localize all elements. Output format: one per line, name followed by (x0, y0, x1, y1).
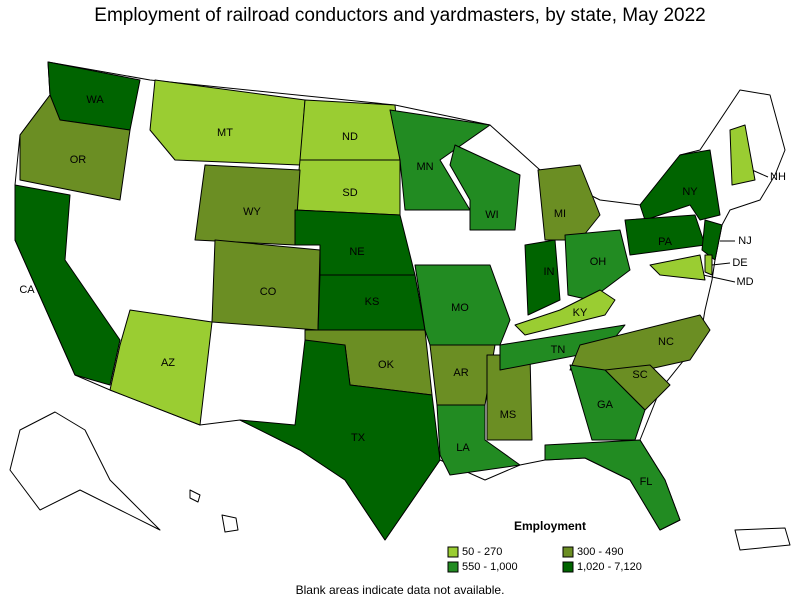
legend-swatch (562, 561, 574, 573)
state-label: MN (416, 161, 433, 173)
state-label: MO (451, 302, 469, 314)
hawaii (221, 514, 239, 533)
state (537, 164, 601, 241)
state-label: NH (770, 171, 786, 183)
state-label: OR (70, 154, 87, 166)
legend: 50 - 270 300 - 490 550 - 1,000 1,020 - 7,12… (447, 546, 642, 573)
legend-label: 1,020 - 7,120 (577, 561, 642, 573)
legend-label: 300 - 490 (577, 546, 623, 558)
state-label: NC (658, 336, 674, 348)
state-label: NY (682, 186, 698, 198)
state-label: MI (554, 208, 566, 220)
state (14, 184, 121, 386)
states: WA OR CA MT ND SD WY NE CO KS AZ OK TX MN WI MO AR LA MS MI… (14, 61, 786, 541)
state (449, 144, 521, 231)
legend-label: 50 - 270 (462, 546, 502, 558)
state-label: TX (351, 432, 366, 444)
state (729, 124, 756, 186)
state-label: MD (736, 276, 753, 288)
state (544, 439, 681, 531)
state-label: DE (732, 257, 747, 269)
state-label: AZ (161, 357, 175, 369)
legend-label: 550 - 1,000 (462, 561, 518, 573)
legend-swatch (447, 546, 459, 558)
legend-title: Employment (514, 519, 586, 533)
state-label: MS (500, 409, 517, 421)
state-label: IN (544, 266, 555, 278)
state (569, 364, 646, 441)
state (701, 219, 723, 261)
state (569, 314, 711, 371)
state-label: AR (453, 367, 468, 379)
leader-line (711, 262, 731, 266)
map-title: Employment of railroad conductors and ya… (94, 5, 705, 26)
state-label: CA (19, 284, 35, 296)
note: Blank areas indicate data not available. (296, 583, 505, 597)
puerto-rico (734, 527, 791, 551)
legend-swatch (447, 561, 459, 573)
state (649, 254, 706, 281)
state-label: FL (640, 476, 653, 488)
state-label: WY (243, 206, 261, 218)
state (564, 229, 631, 301)
state-label: WI (485, 209, 498, 221)
state-label: KS (365, 296, 380, 308)
state-label: PA (658, 236, 673, 248)
state-label: TN (551, 344, 566, 356)
state (436, 404, 521, 476)
state-label: CO (260, 286, 277, 298)
state-label: NJ (738, 235, 751, 247)
leader-line (751, 169, 769, 178)
state (109, 309, 213, 426)
state (239, 339, 441, 541)
state (149, 79, 306, 166)
hawaii (189, 489, 201, 503)
state-label: MT (217, 127, 233, 139)
state-label: NE (349, 246, 364, 258)
state-label: ND (342, 131, 358, 143)
state-label: GA (597, 399, 614, 411)
state-label: WA (86, 94, 104, 106)
state-label: LA (456, 442, 470, 454)
legend-swatch (562, 546, 574, 558)
state (639, 149, 721, 221)
state-label: OK (378, 359, 395, 371)
state (514, 289, 616, 336)
state-label: SD (342, 187, 357, 199)
leader-line (702, 274, 736, 283)
state-label: KY (573, 307, 588, 319)
state (524, 239, 561, 316)
state-label: OH (590, 256, 607, 268)
alaska (9, 411, 161, 531)
state-label: SC (632, 369, 647, 381)
state (19, 94, 131, 201)
state (704, 254, 713, 276)
